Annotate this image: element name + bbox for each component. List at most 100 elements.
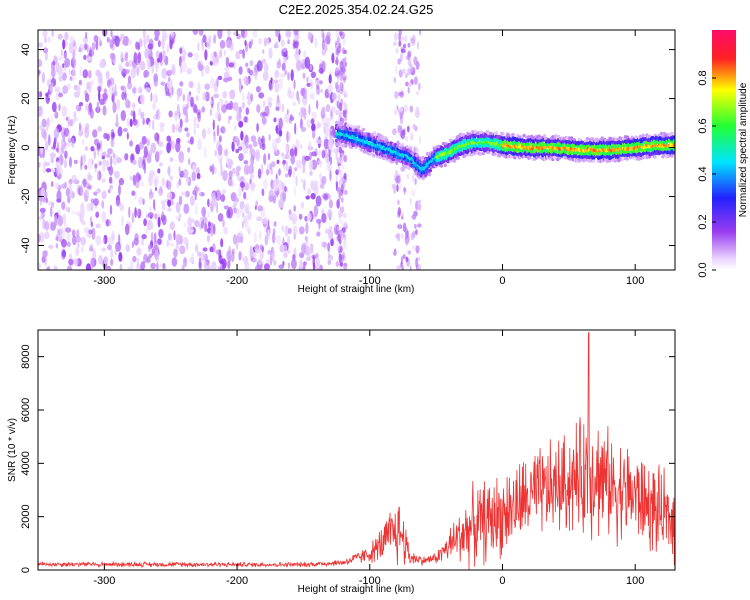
spectrogram-tone-cell (353, 125, 357, 129)
spectrogram-tone-cell (361, 127, 366, 132)
spectrogram-noise-blob (209, 98, 213, 105)
spectrogram-noise-blob (110, 128, 115, 141)
spectrogram-noise-blob (97, 85, 102, 93)
spectrogram-noise-blob (167, 167, 171, 176)
spectrogram-noise-blob (418, 82, 421, 91)
spectrogram-noise-blob (293, 186, 296, 197)
spectrogram-tone-cell (357, 125, 361, 129)
spectrogram-noise-blob (396, 265, 401, 270)
spectrogram-noise-blob (400, 129, 406, 140)
spectrogram-noise-blob (226, 103, 232, 110)
spectrogram-noise-blob (257, 205, 264, 212)
spectrogram-noise-blob (279, 129, 283, 137)
spectrogram-noise-blob (245, 225, 251, 232)
spectrogram-tone-cell (639, 139, 643, 144)
x-tick-label: -100 (359, 575, 381, 587)
spectrogram-noise-blob (339, 71, 344, 81)
spectrogram-noise-blob (154, 213, 158, 220)
spectrogram-noise-blob (197, 112, 201, 123)
spectrogram-noise-blob (71, 229, 76, 237)
spectrogram-noise-blob (244, 203, 250, 215)
spectrogram-noise-blob (48, 244, 54, 249)
spectrogram-noise-blob (194, 220, 200, 228)
spectrogram-noise-blob (411, 189, 416, 197)
spectrogram-noise-blob (321, 175, 327, 185)
spectrogram-noise-blob (176, 87, 183, 97)
spectrogram-noise-blob (161, 38, 165, 50)
spectrogram-noise-blob (243, 116, 248, 123)
spectrogram-noise-blob (343, 189, 348, 195)
spectrogram-noise-blob (232, 234, 237, 245)
spectrogram-noise-blob (137, 209, 140, 217)
spectrogram-noise-blob (268, 47, 273, 60)
spectrogram-noise-blob (162, 49, 166, 60)
spectrogram-noise-blob (132, 84, 137, 97)
spectrogram-noise-blob (181, 61, 188, 73)
colorbar-tick-label: 0.0 (697, 262, 709, 277)
spectrogram-noise-blob (76, 184, 83, 196)
spectrogram-noise-blob (101, 178, 106, 183)
spectrogram-noise-blob (160, 200, 166, 205)
spectrogram-noise-blob (338, 179, 344, 184)
spectrogram-noise-blob (62, 72, 67, 81)
spectrogram-noise-blob (231, 141, 235, 152)
spectrogram-noise-blob (302, 50, 307, 58)
spectrogram-noise-blob (223, 205, 230, 210)
spectrogram-noise-blob (189, 195, 195, 206)
spectrogram-noise-blob (327, 209, 333, 219)
spectrogram-noise-blob (45, 197, 49, 204)
spectrogram-noise-blob (71, 137, 75, 148)
spectrogram-noise-blob (169, 138, 172, 150)
spectrogram-noise-blob (284, 153, 290, 160)
spectrogram-noise-blob (167, 69, 174, 75)
spectrogram-noise-blob (210, 228, 213, 237)
spectrogram-noise-blob (126, 118, 130, 128)
spectrogram-noise-blob (167, 233, 172, 241)
spectrogram-noise-blob (97, 126, 102, 132)
spectrogram-noise-blob (269, 163, 273, 171)
spectrogram-noise-blob (239, 181, 246, 188)
spectrogram-noise-blob (138, 108, 142, 116)
spectrogram-noise-blob (239, 200, 245, 210)
spectrogram-noise-blob (43, 231, 50, 240)
spectrogram-noise-blob (182, 49, 187, 58)
spectrogram-noise-blob (186, 132, 190, 138)
spectrogram-noise-blob (223, 149, 229, 157)
spectrogram-noise-blob (398, 69, 403, 78)
spectrogram-noise-blob (176, 181, 180, 189)
spectrogram-noise-blob (41, 255, 46, 264)
spectrogram-noise-blob (216, 201, 219, 214)
spectrogram-noise-blob (273, 259, 277, 266)
spectrogram-tone-cell (494, 131, 498, 135)
spectrogram-noise-blob (341, 197, 344, 203)
spectrogram-noise-blob (159, 122, 165, 127)
spectrogram-noise-blob (197, 42, 200, 51)
x-tick-label: 100 (626, 275, 644, 287)
spectrogram-noise-blob (132, 110, 136, 123)
spectrogram-noise-blob (319, 264, 323, 270)
spectrogram-noise-blob (142, 155, 146, 166)
spectrogram-noise-blob (294, 167, 298, 172)
spectrogram-noise-blob (208, 35, 212, 43)
spectrogram-noise-blob (302, 87, 308, 100)
spectrogram-noise-blob (108, 189, 111, 194)
spectrogram-noise-blob (47, 36, 51, 43)
spectrogram-noise-blob (335, 67, 339, 74)
spectrogram-noise-blob (327, 252, 331, 259)
spectrogram-noise-blob (109, 52, 116, 60)
spectrogram-noise-blob (259, 244, 263, 251)
spectrogram-noise-blob (217, 144, 223, 156)
spectrogram-noise-blob (215, 249, 221, 255)
spectrogram-noise-blob (124, 223, 130, 236)
spectrogram-noise-blob (276, 60, 281, 68)
spectrogram-noise-blob (72, 43, 77, 52)
spectrogram-noise-blob (298, 111, 302, 117)
spectrogram-noise-blob (268, 189, 275, 201)
spectrogram-noise-blob (335, 109, 340, 116)
spectrogram-noise-blob (419, 30, 422, 36)
spectrogram-noise-blob (41, 72, 46, 84)
spectrogram-noise-blob (400, 256, 404, 265)
spectrogram-noise-blob (267, 228, 271, 240)
spectrogram-noise-blob (241, 253, 244, 262)
spectrogram-noise-blob (255, 149, 261, 162)
